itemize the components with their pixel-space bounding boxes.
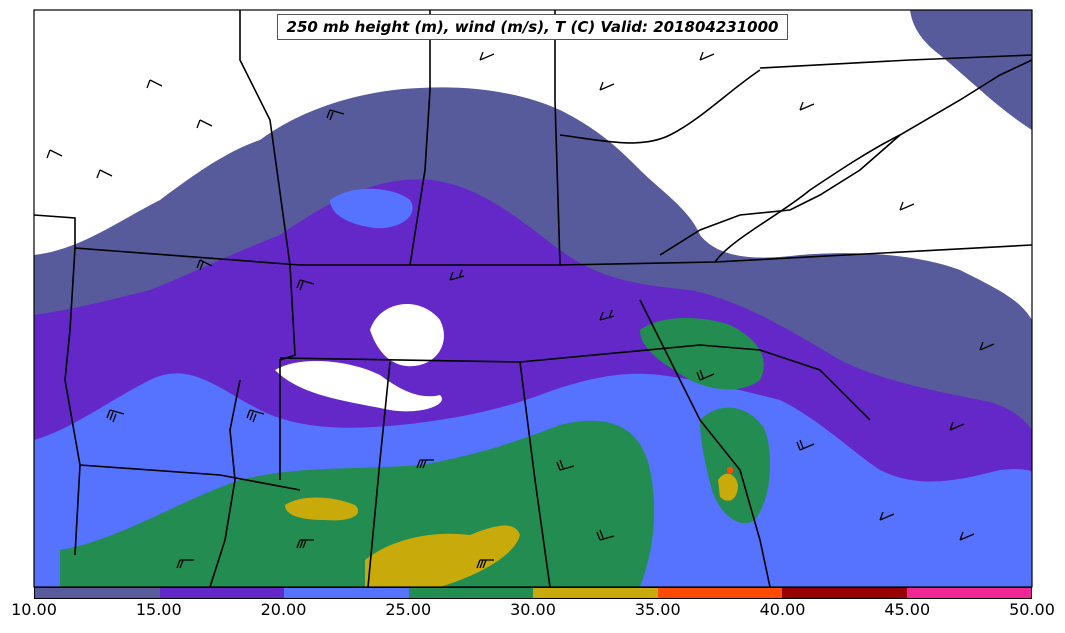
colorbar-tick-label: 40.00 [759,600,806,619]
colorbar-tick-label: 10.00 [11,600,57,619]
colorbar-tick-label: 45.00 [884,600,931,619]
colorbar-segment [533,588,658,598]
wind-band-30-35 [285,497,359,521]
colorbar-tick-label: 25.00 [385,600,432,619]
colorbar-tick-label: 20.00 [260,600,307,619]
state-boundaries [34,10,1032,587]
clear-region-2 [275,360,442,412]
colorbar-segment [782,588,907,598]
colorbar [34,587,1032,599]
colorbar-segment [35,588,160,598]
colorbar-tick-label: 50.00 [1009,600,1055,619]
colorbar-segment [159,588,284,598]
wind-band-25-30-east [640,318,764,390]
map-title: 250 mb height (m), wind (m/s), T (C) Val… [277,14,788,40]
wind-band-20-25-top [330,188,413,229]
wind-band-30-35-2 [365,525,520,587]
colorbar-segment [284,588,409,598]
clear-region [370,303,444,367]
colorbar-segment [657,588,782,598]
wind-band-25-30-mid [700,407,771,524]
colorbar-segment [906,588,1031,598]
colorbar-tick-label: 15.00 [135,600,182,619]
colorbar-tick-label: 30.00 [510,600,556,619]
wind-barbs [46,51,995,569]
colorbar-tick-label: 35.00 [634,600,681,619]
colorbar-segment [408,588,533,598]
wind-band-35-40 [726,466,734,474]
wind-band-10-15-ne [910,10,1032,130]
wind-band-30-35-3 [718,473,738,501]
